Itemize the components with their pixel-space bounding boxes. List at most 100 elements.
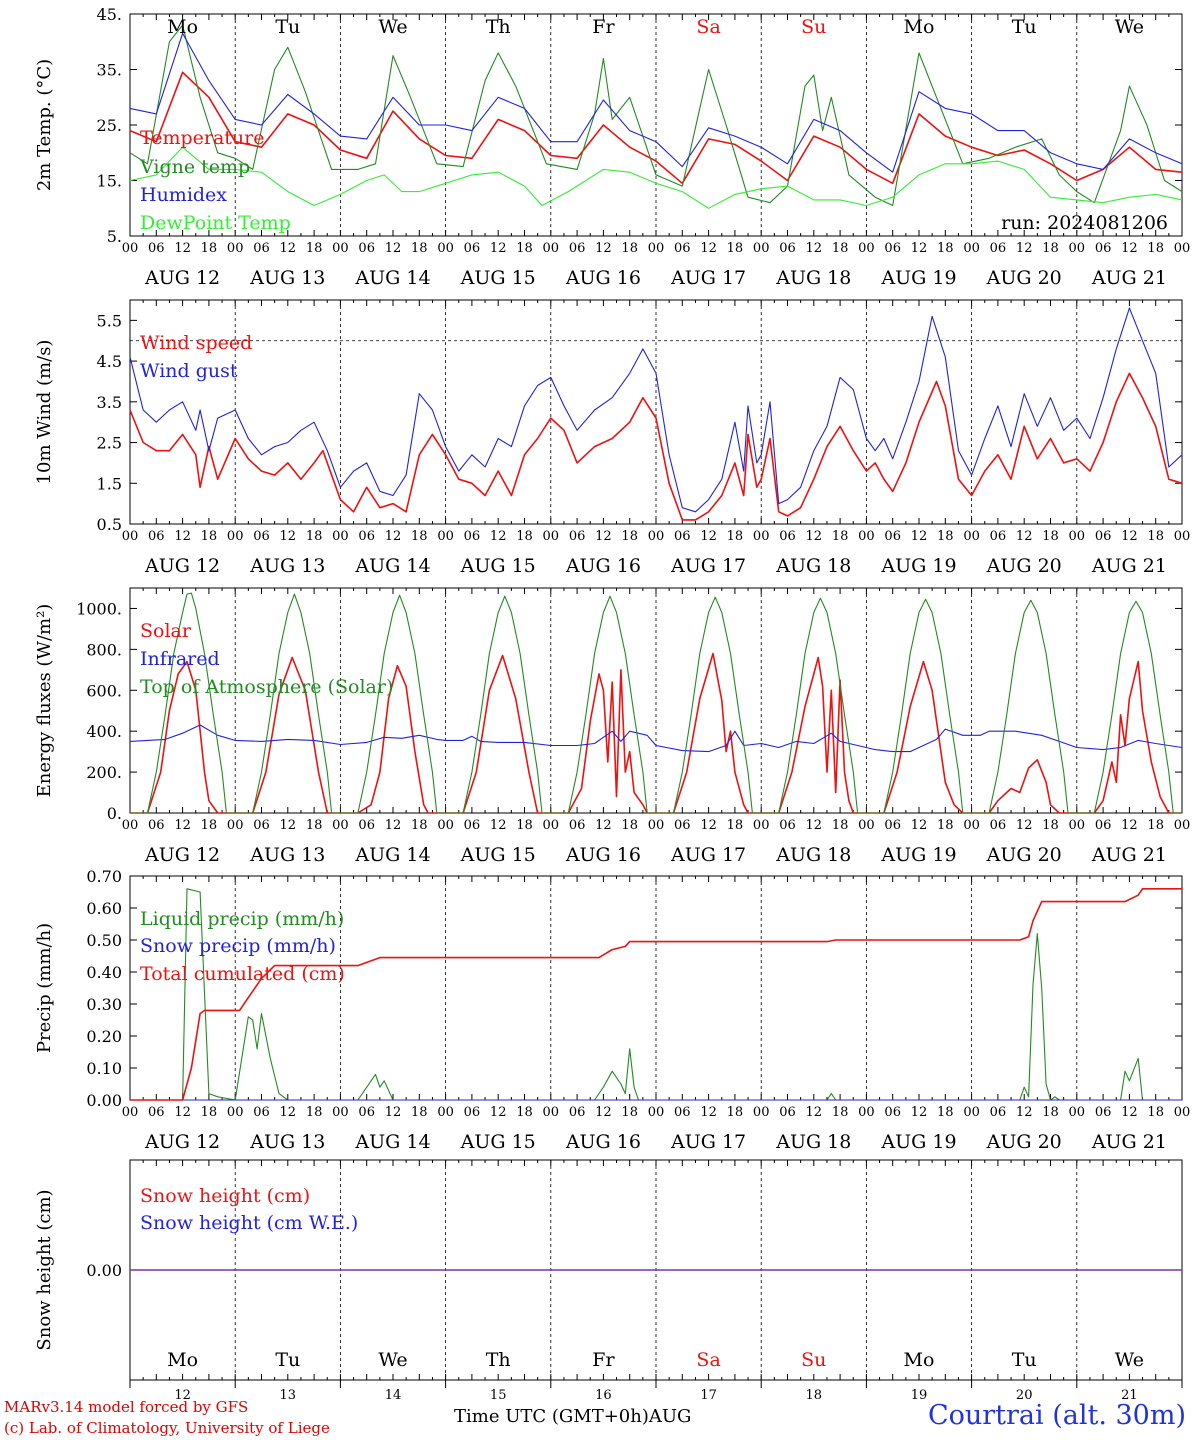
hour-tick-label: 00 xyxy=(437,241,454,256)
hour-tick-label: 00 xyxy=(543,1105,560,1120)
date-label: AUG 21 xyxy=(1091,555,1167,577)
hour-tick-label: 00 xyxy=(122,529,139,544)
date-label: AUG 21 xyxy=(1091,1131,1167,1153)
day-number-label: 21 xyxy=(1121,1388,1138,1403)
hour-tick-label: 00 xyxy=(332,529,349,544)
hour-tick-label: 18 xyxy=(727,529,744,544)
weekday-label: We xyxy=(1115,16,1144,38)
hour-tick-label: 06 xyxy=(253,818,270,833)
y-tick-label: 3.5 xyxy=(97,393,122,412)
hour-tick-label: 12 xyxy=(280,241,297,256)
hour-tick-label: 00 xyxy=(227,241,244,256)
date-label: AUG 15 xyxy=(460,267,536,289)
legend-entry: Temperature xyxy=(140,127,264,149)
hour-tick-label: 12 xyxy=(806,818,823,833)
hour-tick-label: 18 xyxy=(306,1105,323,1120)
hour-tick-label: 18 xyxy=(727,241,744,256)
hour-tick-label: 18 xyxy=(1042,529,1059,544)
x-axis-label: Time UTC (GMT+0h)AUG xyxy=(454,1406,692,1427)
weekday-label: Fr xyxy=(592,16,615,38)
hour-tick-label: 00 xyxy=(858,241,875,256)
hour-tick-label: 12 xyxy=(911,529,928,544)
y-tick-label: 5.5 xyxy=(97,311,122,330)
series-line-top-of-atmosphere-solar- xyxy=(130,592,1182,814)
date-label: AUG 16 xyxy=(565,555,641,577)
y-tick-label: 0.20 xyxy=(86,1027,122,1046)
hour-tick-label: 00 xyxy=(437,1105,454,1120)
hour-tick-label: 12 xyxy=(1016,529,1033,544)
day-number-label: 17 xyxy=(700,1388,717,1403)
weekday-label: Tu xyxy=(1012,16,1037,38)
hour-tick-label: 00 xyxy=(858,529,875,544)
hour-tick-label: 12 xyxy=(490,529,507,544)
weekday-label: We xyxy=(378,16,407,38)
date-label: AUG 21 xyxy=(1091,844,1167,866)
hour-tick-label: 06 xyxy=(674,818,691,833)
legend-entry: Snow height (cm W.E.) xyxy=(140,1212,358,1234)
hour-tick-label: 06 xyxy=(464,818,481,833)
hour-tick-label: 18 xyxy=(1147,1105,1164,1120)
weekday-label: Tu xyxy=(1012,1349,1037,1371)
hour-tick-label: 12 xyxy=(1121,241,1138,256)
day-number-label: 16 xyxy=(595,1388,612,1403)
hour-tick-label: 12 xyxy=(595,529,612,544)
hour-tick-label: 18 xyxy=(201,241,218,256)
hour-tick-label: 00 xyxy=(963,529,980,544)
hour-tick-label: 18 xyxy=(411,1105,428,1120)
legend-entry: Wind gust xyxy=(140,360,238,382)
hour-tick-label: 06 xyxy=(990,1105,1007,1120)
weekday-label: Sa xyxy=(696,16,720,38)
lab-credit: (c) Lab. of Climatology, University of L… xyxy=(4,1419,330,1437)
y-axis-title: Energy fluxes (W/m²) xyxy=(34,604,55,798)
date-label: AUG 16 xyxy=(565,844,641,866)
hour-tick-label: 06 xyxy=(1095,818,1112,833)
y-tick-label: 2.5 xyxy=(97,434,122,453)
hour-tick-label: 18 xyxy=(1147,529,1164,544)
series-line-infrared xyxy=(129,724,1183,753)
y-tick-label: 5. xyxy=(107,227,122,246)
hour-tick-label: 00 xyxy=(1069,241,1086,256)
date-label: AUG 17 xyxy=(670,555,746,577)
hour-tick-label: 00 xyxy=(963,818,980,833)
day-number-label: 20 xyxy=(1016,1388,1033,1403)
hour-tick-label: 18 xyxy=(516,1105,533,1120)
series-line-wind-speed xyxy=(129,372,1183,521)
y-axis-title: 2m Temp. (°C) xyxy=(34,59,55,191)
day-number-label: 12 xyxy=(174,1388,191,1403)
hour-tick-label: 18 xyxy=(621,818,638,833)
hour-tick-label: 00 xyxy=(1174,529,1191,544)
hour-tick-label: 06 xyxy=(253,529,270,544)
y-tick-label: 200. xyxy=(86,763,122,782)
hour-tick-label: 18 xyxy=(937,529,954,544)
weekday-label: Sa xyxy=(696,1349,720,1371)
day-number-label: 13 xyxy=(280,1388,297,1403)
hour-tick-label: 12 xyxy=(911,818,928,833)
hour-tick-label: 00 xyxy=(1174,1105,1191,1120)
hour-tick-label: 18 xyxy=(1042,1105,1059,1120)
weekday-label: Tu xyxy=(275,1349,300,1371)
hour-tick-label: 00 xyxy=(1069,529,1086,544)
hour-tick-label: 06 xyxy=(990,818,1007,833)
hour-tick-label: 12 xyxy=(174,529,191,544)
y-tick-label: 45. xyxy=(97,5,122,24)
date-label: AUG 17 xyxy=(670,267,746,289)
hour-tick-label: 12 xyxy=(595,818,612,833)
y-tick-label: 600. xyxy=(86,681,122,700)
series-line-total-cumulated-cm- xyxy=(130,887,1182,1101)
hour-tick-label: 06 xyxy=(779,1105,796,1120)
hour-tick-label: 00 xyxy=(648,529,665,544)
hour-tick-label: 12 xyxy=(911,241,928,256)
hour-tick-label: 06 xyxy=(569,818,586,833)
hour-tick-label: 12 xyxy=(700,818,717,833)
hour-tick-label: 00 xyxy=(1174,818,1191,833)
hour-tick-label: 12 xyxy=(595,1105,612,1120)
panel-1: 5. 15. 25. 35. 45. 2m Temp. (°C) Temperature Vi… xyxy=(34,5,1190,289)
hour-tick-label: 06 xyxy=(990,529,1007,544)
hour-tick-label: 12 xyxy=(595,241,612,256)
panel-2: 0.5 1.5 2.5 3.5 4.5 5.5 10m Wind (m/s) Wind spe… xyxy=(34,299,1191,577)
hour-tick-label: 18 xyxy=(1042,818,1059,833)
hour-tick-label: 12 xyxy=(385,1105,402,1120)
hour-tick-label: 00 xyxy=(543,529,560,544)
panel-frame xyxy=(129,299,1183,525)
